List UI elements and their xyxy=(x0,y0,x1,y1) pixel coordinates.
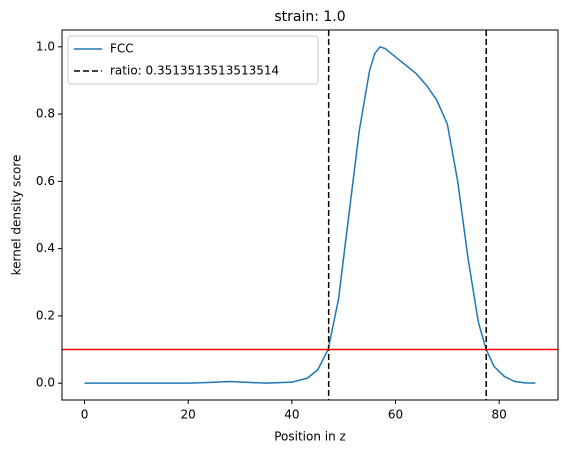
x-tick-label: 60 xyxy=(388,408,403,422)
y-tick-label: 0.6 xyxy=(36,174,55,188)
x-tick-label: 40 xyxy=(284,408,299,422)
chart-title: strain: 1.0 xyxy=(274,9,345,25)
y-tick-label: 1.0 xyxy=(36,39,55,53)
y-tick-label: 0.4 xyxy=(36,241,55,255)
y-tick-label: 0.2 xyxy=(36,308,55,322)
y-tick-label: 0.8 xyxy=(36,107,55,121)
x-tick-label: 0 xyxy=(81,408,89,422)
line-series xyxy=(84,45,536,384)
legend-box xyxy=(67,35,319,85)
y-axis-label: kernel density score xyxy=(10,155,24,276)
x-tick-label: 20 xyxy=(181,408,196,422)
plot-frame xyxy=(61,29,559,401)
x-axis-label: Position in z xyxy=(274,430,346,444)
legend-label: ratio: 0.3513513513513514 xyxy=(110,64,279,78)
y-tick-label: 0.0 xyxy=(36,376,55,390)
x-tick-label: 80 xyxy=(492,408,507,422)
legend-label: FCC xyxy=(110,42,134,56)
